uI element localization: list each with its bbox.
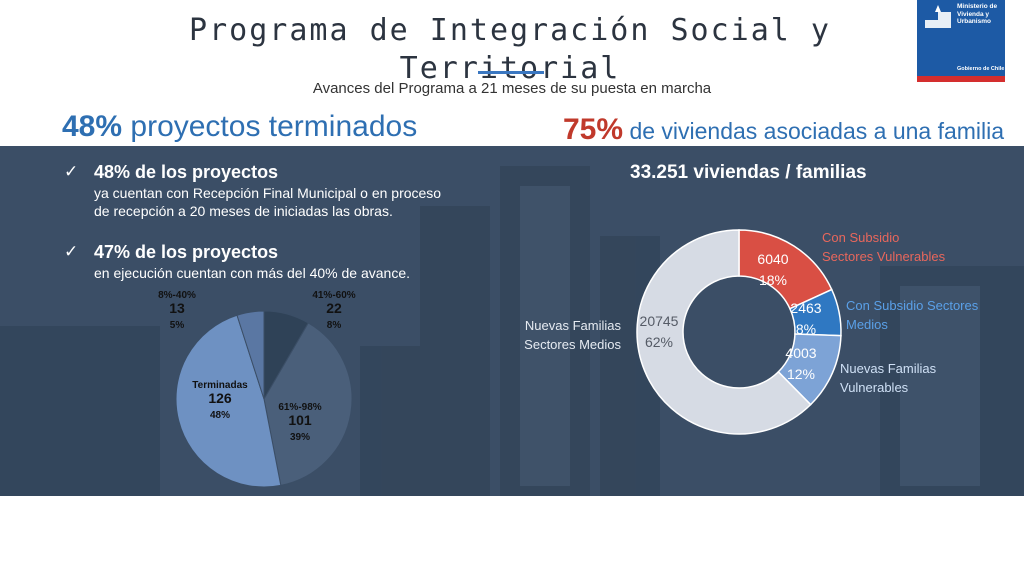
donut-value-label-2: 4003 12%: [785, 345, 816, 382]
pie-label-1: 61%-98% 101 39%: [278, 402, 321, 443]
pie-label-3: 8%-40% 13 5%: [158, 290, 196, 331]
donut-category-label-0: Con Subsidio Sectores Vulnerables: [822, 230, 946, 264]
bullet-line: en ejecución cuentan con más del 40% de …: [94, 265, 410, 281]
viviendas-subheading: 33.251 viviendas / familias: [630, 162, 867, 183]
pie-label-0: 41%-60% 22 8%: [312, 290, 355, 331]
city-background-image: [0, 146, 1024, 496]
left-heading-text: proyectos terminados: [130, 110, 418, 143]
bullet-line: ya cuentan con Recepción Final Municipal…: [94, 185, 442, 201]
page-subtitle: Avances del Programa a 21 meses de su pu…: [312, 80, 712, 97]
bullet-text: en ejecución cuentan con más del 40% de …: [94, 264, 410, 282]
pie-slice-2: [175, 314, 282, 488]
bullet-text: ya cuentan con Recepción Final Municipal…: [94, 184, 441, 220]
donut-value-label-1: 2463 8%: [790, 300, 821, 337]
donut-value-label-0: 6040 18%: [757, 251, 788, 288]
title-underline: [478, 71, 544, 74]
left-heading-pct: 48%: [62, 110, 123, 143]
logo-red-stripe: [917, 76, 1005, 82]
right-heading-pct: 75%: [563, 113, 624, 146]
chile-shield-icon: [925, 5, 951, 28]
donut-category-label-2: Nuevas Familias Vulnerables: [840, 361, 937, 395]
donut-category-label-1: Con Subsidio Sectores Medios: [846, 298, 979, 332]
logo-ministry-text: Ministerio de Vivienda y Urbanismo: [957, 3, 998, 25]
donut-category-label-3: Nuevas Familias Sectores Medios: [524, 318, 621, 352]
bullet-title: 48% de los proyectos: [94, 162, 279, 182]
content-band: [0, 146, 1024, 496]
bullet-line: de recepción a 20 meses de iniciadas las…: [94, 203, 393, 219]
check-icon: ✓: [64, 242, 79, 262]
pie-slice-1: [263, 322, 353, 486]
pie-label-2: Terminadas 126 48%: [192, 380, 248, 421]
right-heading-text: de viviendas asociadas a una familia: [629, 118, 1005, 144]
check-icon: ✓: [64, 162, 79, 182]
donut-slice-3: [636, 229, 812, 435]
left-heading: 48% proyectos terminados: [62, 110, 417, 144]
ministry-logo: Ministerio de Vivienda y Urbanismo Gobie…: [917, 0, 1005, 82]
page-title: Programa de Integración Social y Territo…: [189, 13, 831, 86]
right-heading: 75% de viviendas asociadas a una familia: [563, 113, 1004, 147]
bullet-title: 47% de los proyectos: [94, 242, 279, 262]
logo-footer-text: Gobierno de Chile: [957, 66, 1005, 72]
pie-slice-3: [236, 310, 265, 400]
donut-value-label-3: 20745 62%: [640, 313, 679, 350]
